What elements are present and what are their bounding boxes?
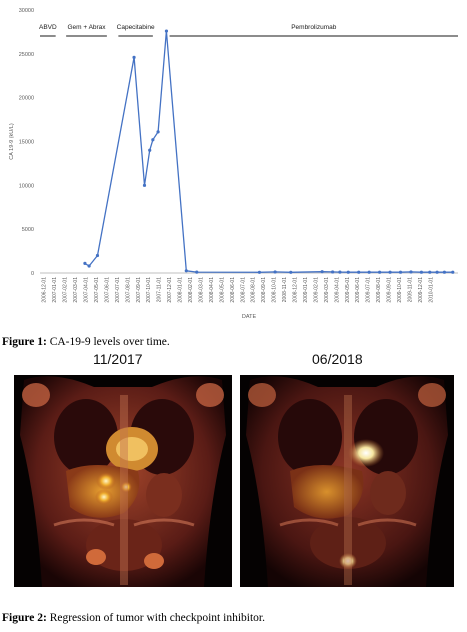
x-tick-label: 2008-07-01	[240, 277, 246, 303]
y-tick-label: 20000	[19, 96, 34, 102]
x-tick-label: 2009-04-01	[334, 277, 340, 303]
x-tick-label: 2009-02-01	[313, 277, 319, 303]
x-tick-label: 2008-11-01	[282, 277, 288, 302]
x-tick-label: 2007-07-01	[115, 277, 121, 303]
data-point	[132, 55, 136, 59]
y-axis-label: CA 19-9 (kU/L)	[9, 123, 15, 160]
data-point	[273, 270, 277, 274]
x-tick-label: 2008-08-01	[251, 277, 257, 303]
data-point	[357, 270, 361, 274]
figure-1-caption: Figure 1: CA-19-9 levels over time.	[2, 336, 170, 348]
treatment-label: Pembrolizumab	[291, 24, 337, 31]
scan-label-left: 11/2017	[93, 351, 143, 367]
data-point	[338, 270, 342, 274]
data-point	[331, 270, 335, 274]
treatment-label: ABVD	[39, 24, 57, 31]
data-point	[164, 29, 169, 33]
data-point	[442, 270, 447, 274]
x-tick-label: 2006-12-01	[42, 277, 48, 303]
x-tick-label: 2007-02-01	[63, 277, 69, 303]
x-tick-label: 2007-03-01	[73, 277, 79, 303]
data-point	[148, 148, 152, 152]
data-point	[320, 270, 324, 274]
x-tick-label: 2007-09-01	[136, 277, 142, 303]
treatment-label: Gem + Abrax	[67, 24, 106, 31]
x-tick-label: 2008-05-01	[219, 277, 225, 303]
data-point	[435, 270, 439, 274]
y-tick-label: 25000	[19, 52, 34, 58]
data-point	[156, 130, 160, 134]
x-tick-label: 2009-12-01	[418, 277, 424, 303]
data-point	[142, 183, 147, 187]
scan-label-right: 06/2018	[312, 351, 363, 367]
y-tick-label: 0	[31, 271, 34, 277]
data-point	[289, 270, 293, 274]
figure-2-text: Regression of tumor with checkpoint inhi…	[46, 612, 265, 624]
x-tick-label: 2009-06-01	[355, 277, 361, 303]
x-tick-label: 2009-08-01	[376, 277, 382, 303]
treatment-label: Capecitabine	[117, 24, 155, 31]
y-tick-label: 5000	[22, 227, 34, 233]
x-tick-label: 2007-10-01	[146, 277, 152, 303]
data-point	[346, 270, 350, 274]
data-point	[388, 270, 392, 274]
x-tick-label: 2009-09-01	[387, 277, 393, 303]
data-point	[95, 253, 100, 258]
ca199-line-chart: 0 5000 10000 15000 20000 25000 30000 CA 19-9 (k…	[9, 8, 458, 320]
x-tick-label: 2007-08-01	[125, 277, 131, 303]
data-point	[451, 270, 455, 274]
series-line	[84, 30, 453, 273]
x-tick-label: 2009-05-01	[345, 277, 351, 303]
x-tick-label: 2008-09-01	[261, 277, 267, 303]
x-tick-label: 2007-04-01	[84, 277, 90, 303]
x-tick-label: 2008-10-01	[272, 277, 278, 303]
x-tick-label: 2009-07-01	[366, 277, 372, 303]
x-tick-label: 2010-01-01	[428, 277, 434, 303]
x-tick-label: 2008-04-01	[209, 277, 215, 303]
x-tick-label: 2009-11-01	[407, 277, 413, 302]
data-point	[419, 270, 424, 274]
data-point	[195, 270, 199, 274]
data-point	[151, 138, 155, 142]
x-tick-label: 2008-12-01	[293, 277, 299, 303]
figure-1-label: Figure 1:	[2, 336, 47, 348]
x-tick-label: 2009-01-01	[303, 277, 309, 303]
x-tick-label: 2007-05-01	[94, 277, 100, 303]
x-tick-label: 2008-06-01	[230, 277, 236, 303]
pet-scan-image-before	[14, 375, 232, 587]
figure-1-text: CA-19-9 levels over time.	[46, 336, 170, 348]
x-tick-label: 2008-02-01	[188, 277, 194, 303]
data-point	[367, 270, 371, 274]
data-point	[398, 270, 403, 274]
data-point	[83, 261, 87, 265]
data-point	[87, 264, 91, 268]
y-tick-label: 30000	[19, 8, 34, 14]
x-tick-label: 2009-03-01	[324, 277, 330, 303]
x-axis-label: DATE	[242, 314, 257, 320]
x-tick-label: 2008-03-01	[198, 277, 204, 303]
figure-2-label: Figure 2:	[2, 612, 47, 624]
data-point	[409, 270, 413, 274]
data-point	[184, 269, 188, 273]
x-tick-label: 2009-10-01	[397, 277, 403, 303]
y-tick-label: 10000	[19, 183, 34, 189]
y-tick-label: 15000	[19, 140, 34, 146]
figure-2-caption: Figure 2: Regression of tumor with check…	[2, 612, 265, 624]
x-tick-label: 2007-06-01	[104, 277, 110, 303]
x-tick-label: 2007-11-01	[157, 277, 163, 302]
x-tick-label: 2007-01-01	[52, 277, 58, 303]
x-tick-label: 2007-12-01	[167, 277, 173, 303]
data-point	[257, 270, 262, 274]
pet-scan-image-after	[240, 375, 454, 587]
x-tick-label: 2008-01-01	[178, 277, 184, 303]
data-point	[428, 270, 432, 274]
data-point	[378, 270, 382, 274]
